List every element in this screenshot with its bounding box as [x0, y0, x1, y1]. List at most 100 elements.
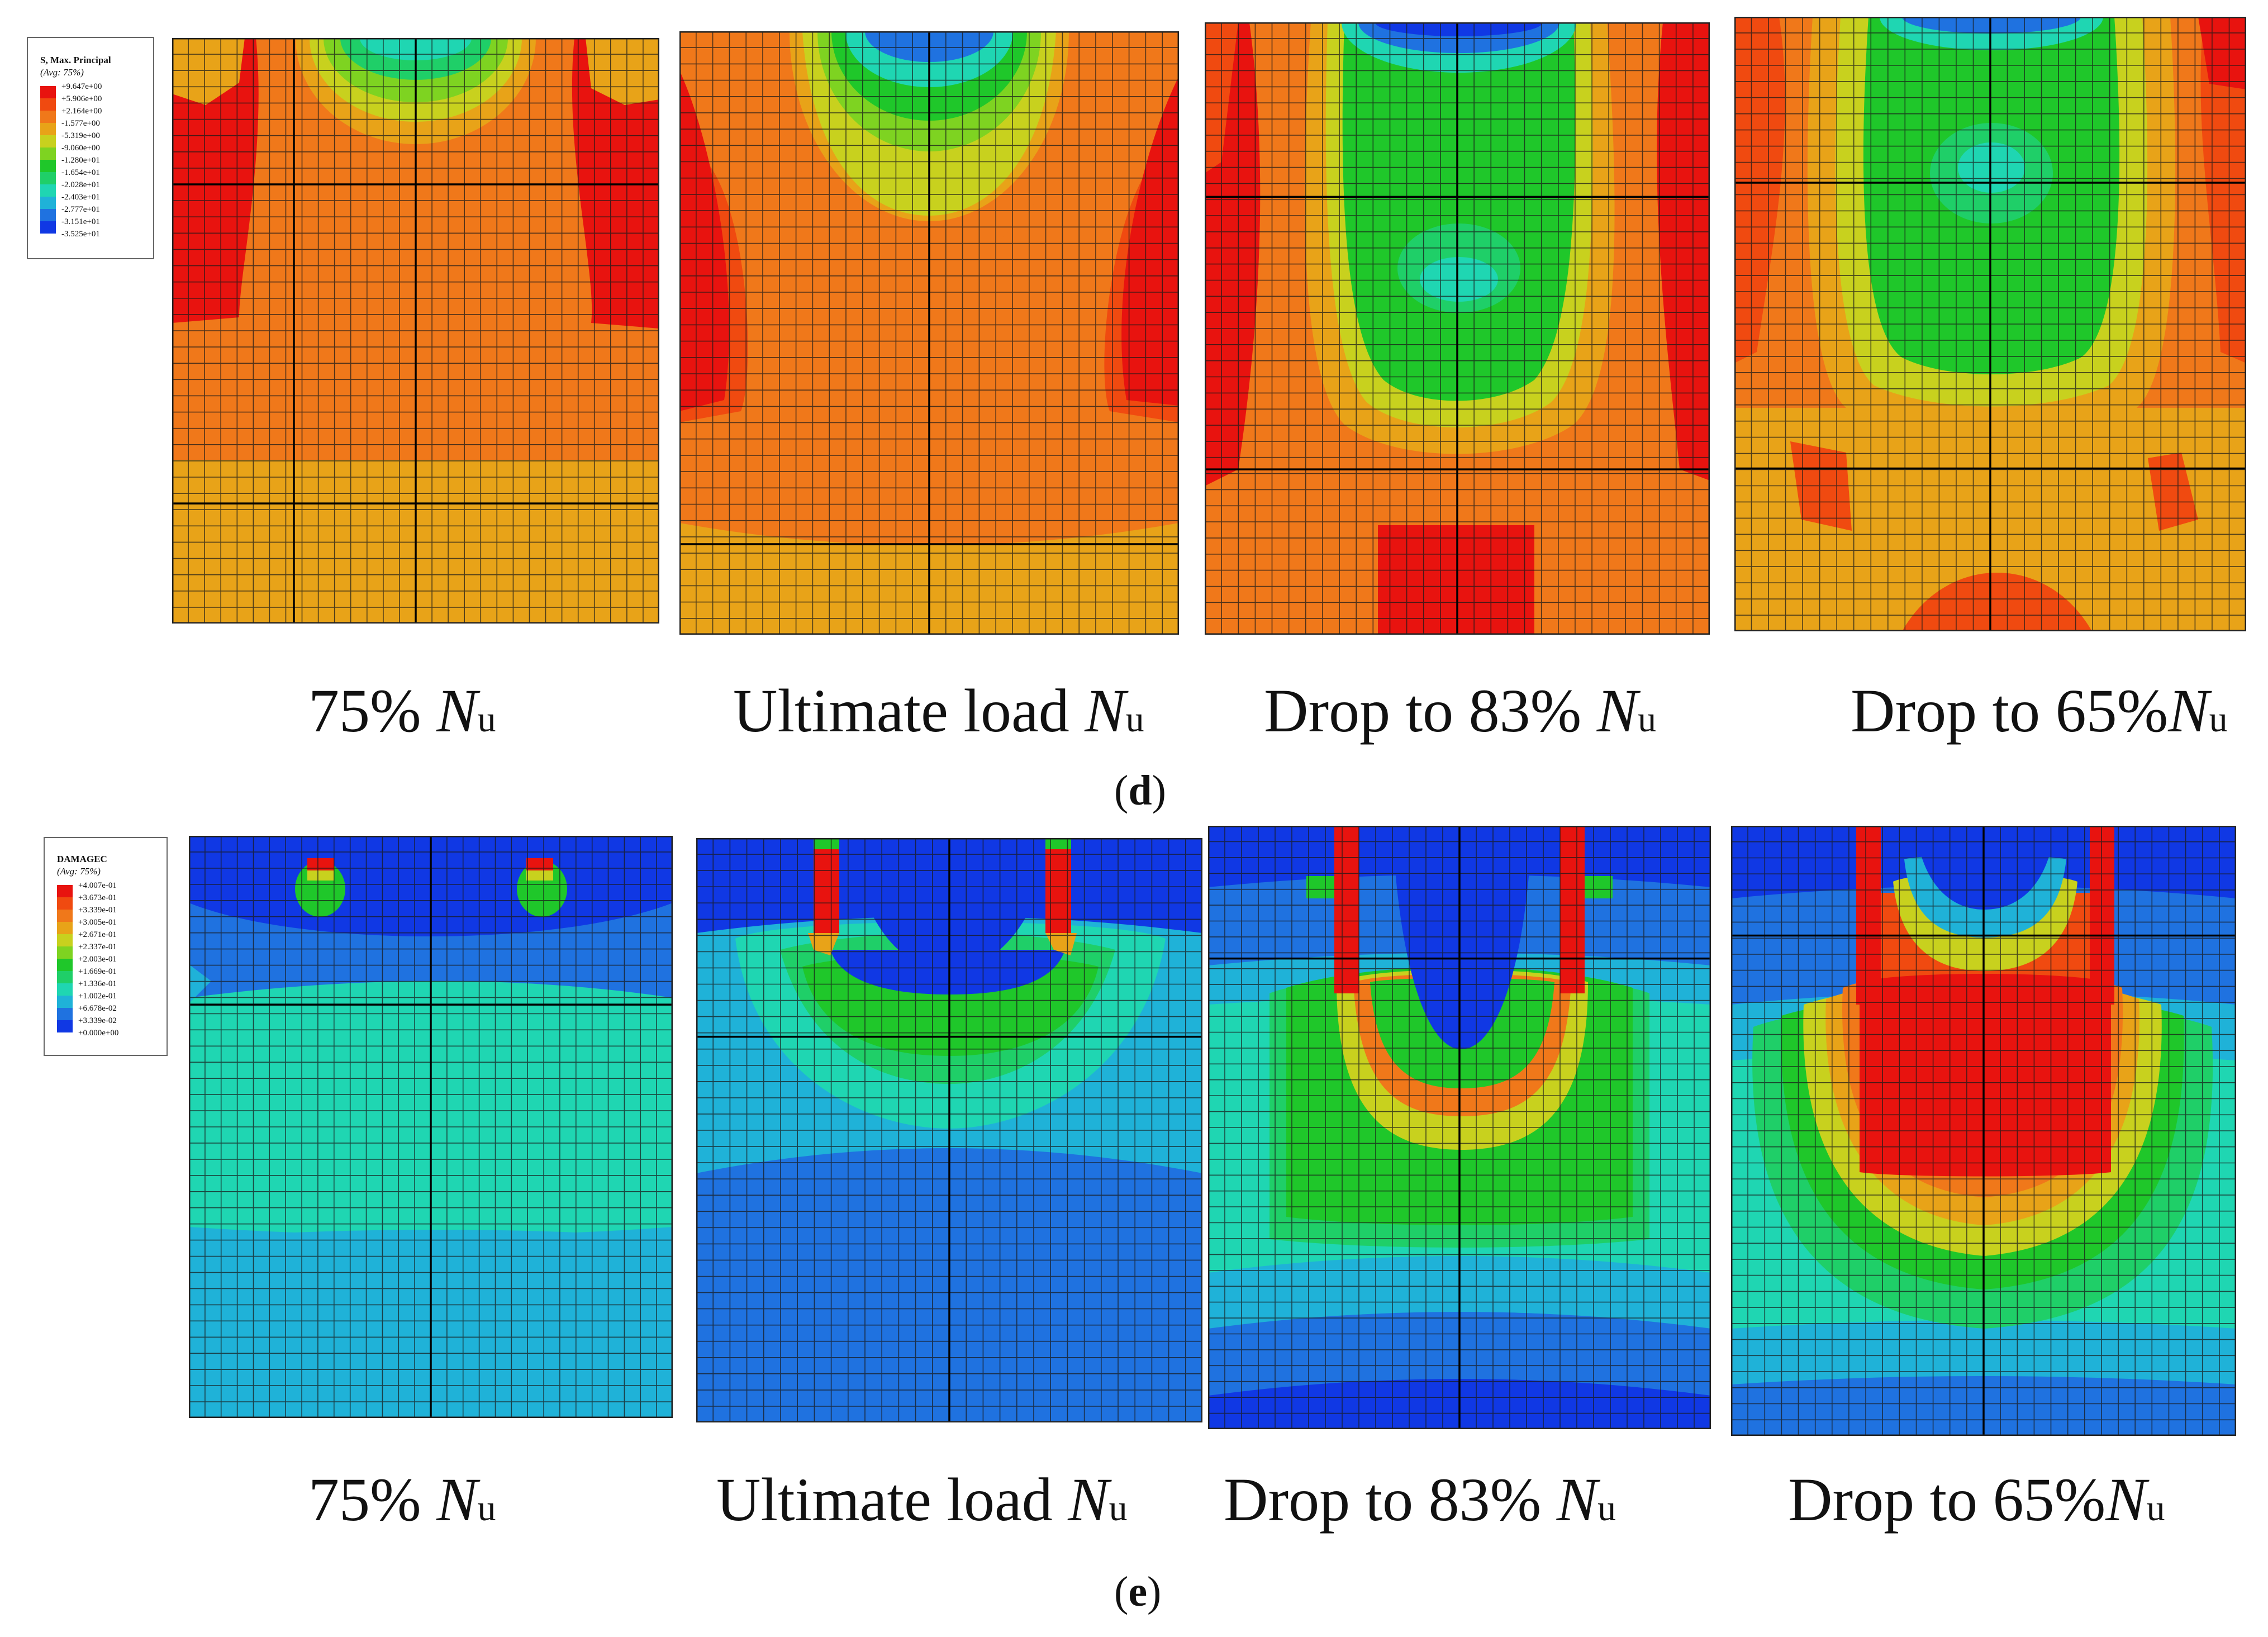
- caption-var: N: [2105, 1465, 2147, 1534]
- legend-swatch: [57, 922, 73, 934]
- legend-level: -3.525e+01: [61, 230, 100, 239]
- legend-swatch: [57, 910, 73, 922]
- damage-band: [1334, 826, 1359, 993]
- plot-border: [679, 31, 1179, 635]
- caption-var: N: [436, 677, 478, 745]
- damage-band: [1560, 826, 1585, 993]
- mesh-grid: [1205, 22, 1710, 635]
- contour-band: [586, 38, 659, 105]
- caption-sub: u: [477, 1488, 496, 1529]
- plot-border: [189, 836, 673, 1418]
- contour-band: [853, 838, 1048, 972]
- contour-band: [1585, 876, 1613, 898]
- contour-band: [1121, 76, 1179, 406]
- contour-plot-d-drop83: [1205, 22, 1710, 635]
- contour-band: [1045, 933, 1077, 955]
- legend-level: -2.777e+01: [61, 205, 100, 214]
- caption-var: N: [436, 1465, 478, 1534]
- legend-e: DAMAGEC (Avg: 75%) +4.007e-01 +3.673e-01 +…: [44, 837, 168, 1056]
- legend-level: +1.669e-01: [78, 967, 117, 976]
- mesh-grid: [172, 38, 659, 624]
- legend-swatch: [40, 86, 56, 98]
- legend-swatch: [57, 1008, 73, 1020]
- legend-swatch: [40, 172, 56, 184]
- plot-border: [1734, 17, 2246, 631]
- legend-level: +2.671e-01: [78, 930, 117, 939]
- contour-band: [526, 870, 553, 881]
- caption-d-ultimate: Ultimate load Nu: [733, 677, 1144, 753]
- contour-band: [679, 70, 729, 411]
- contour-band: [1375, 22, 1543, 36]
- legend-subtitle: (Avg: 75%): [57, 866, 101, 877]
- contour-band: [1902, 17, 2081, 34]
- legend-level: -1.654e+01: [61, 168, 100, 177]
- contour-band: [1902, 573, 2092, 631]
- legend-swatch: [57, 946, 73, 959]
- caption-sub: u: [1109, 1488, 1128, 1529]
- contour-band: [1420, 257, 1498, 302]
- legend-swatch: [57, 934, 73, 946]
- contour-band: [1342, 22, 1576, 401]
- caption-prefix: 75%: [308, 677, 437, 745]
- contour-band: [1392, 826, 1532, 1049]
- caption-var: N: [1068, 1465, 1109, 1534]
- mesh-grid: [1208, 826, 1711, 1429]
- damage-band: [2090, 826, 2114, 1005]
- legend-level: -2.028e+01: [61, 180, 100, 189]
- caption-prefix: Drop to 65%: [1788, 1465, 2106, 1534]
- legend-level: +1.002e-01: [78, 992, 117, 1001]
- legend-level: -2.403e+01: [61, 193, 100, 202]
- legend-swatch: [57, 897, 73, 910]
- caption-prefix: Ultimate load: [716, 1465, 1068, 1534]
- caption-e-75: 75% Nu: [308, 1466, 496, 1542]
- plot-border: [1731, 826, 2236, 1436]
- contour-band: [1045, 838, 1071, 849]
- legend-level: +3.339e-01: [78, 906, 117, 915]
- legend-level: +3.339e-02: [78, 1016, 117, 1025]
- legend-level: -1.280e+01: [61, 156, 100, 165]
- caption-var: N: [1556, 1465, 1598, 1534]
- damage-band: [307, 858, 334, 870]
- mesh-grid: [679, 31, 1179, 635]
- damage-band: [1856, 826, 1881, 1005]
- damage-band: [526, 858, 553, 870]
- contour-band: [1306, 876, 1334, 898]
- legend-level: -3.151e+01: [61, 217, 100, 226]
- legend-swatch: [40, 160, 56, 172]
- caption-d-drop65: Drop to 65%Nu: [1851, 677, 2228, 753]
- caption-prefix: Drop to 65%: [1851, 677, 2169, 745]
- caption-prefix: 75%: [308, 1465, 437, 1534]
- contour-plot-e-drop83: [1208, 826, 1711, 1429]
- contour-band: [307, 870, 334, 881]
- caption-var: N: [1596, 677, 1638, 745]
- contour-band: [1958, 142, 2025, 193]
- mesh-grid: [696, 838, 1202, 1422]
- contour-plot-e-ultimate: [696, 838, 1202, 1422]
- legend-level: -1.577e+00: [61, 119, 100, 128]
- caption-prefix: Drop to 83%: [1264, 677, 1597, 745]
- plot-border: [1208, 826, 1711, 1429]
- legend-swatch: [40, 111, 56, 123]
- legend-level: -5.319e+00: [61, 131, 100, 140]
- legend-title: DAMAGEC: [57, 854, 107, 864]
- mesh-grid: [189, 836, 673, 1418]
- caption-sub: u: [1638, 699, 1657, 740]
- legend-d: S, Max. Principal (Avg: 75%) +9.647e+00 +…: [27, 37, 154, 259]
- mesh-grid: [1731, 826, 2236, 1436]
- plot-border: [1205, 22, 1710, 635]
- caption-d-drop83: Drop to 83% Nu: [1264, 677, 1656, 753]
- contour-plot-d-ultimate: [679, 31, 1179, 635]
- contour-plot-d-75: [172, 38, 659, 624]
- contour-band: [172, 38, 245, 105]
- legend-swatch: [57, 1020, 73, 1032]
- legend-swatch: [40, 135, 56, 147]
- panel-letter: e: [1128, 1568, 1148, 1615]
- legend-swatch: [40, 98, 56, 111]
- legend-level: +2.164e+00: [61, 107, 102, 116]
- caption-var: N: [2168, 677, 2209, 745]
- contour-plot-e-75: [189, 836, 673, 1418]
- caption-sub: u: [1597, 1488, 1616, 1529]
- contour-band: [189, 964, 211, 1003]
- legend-swatch: [57, 959, 73, 971]
- legend-level: +1.336e-01: [78, 979, 117, 988]
